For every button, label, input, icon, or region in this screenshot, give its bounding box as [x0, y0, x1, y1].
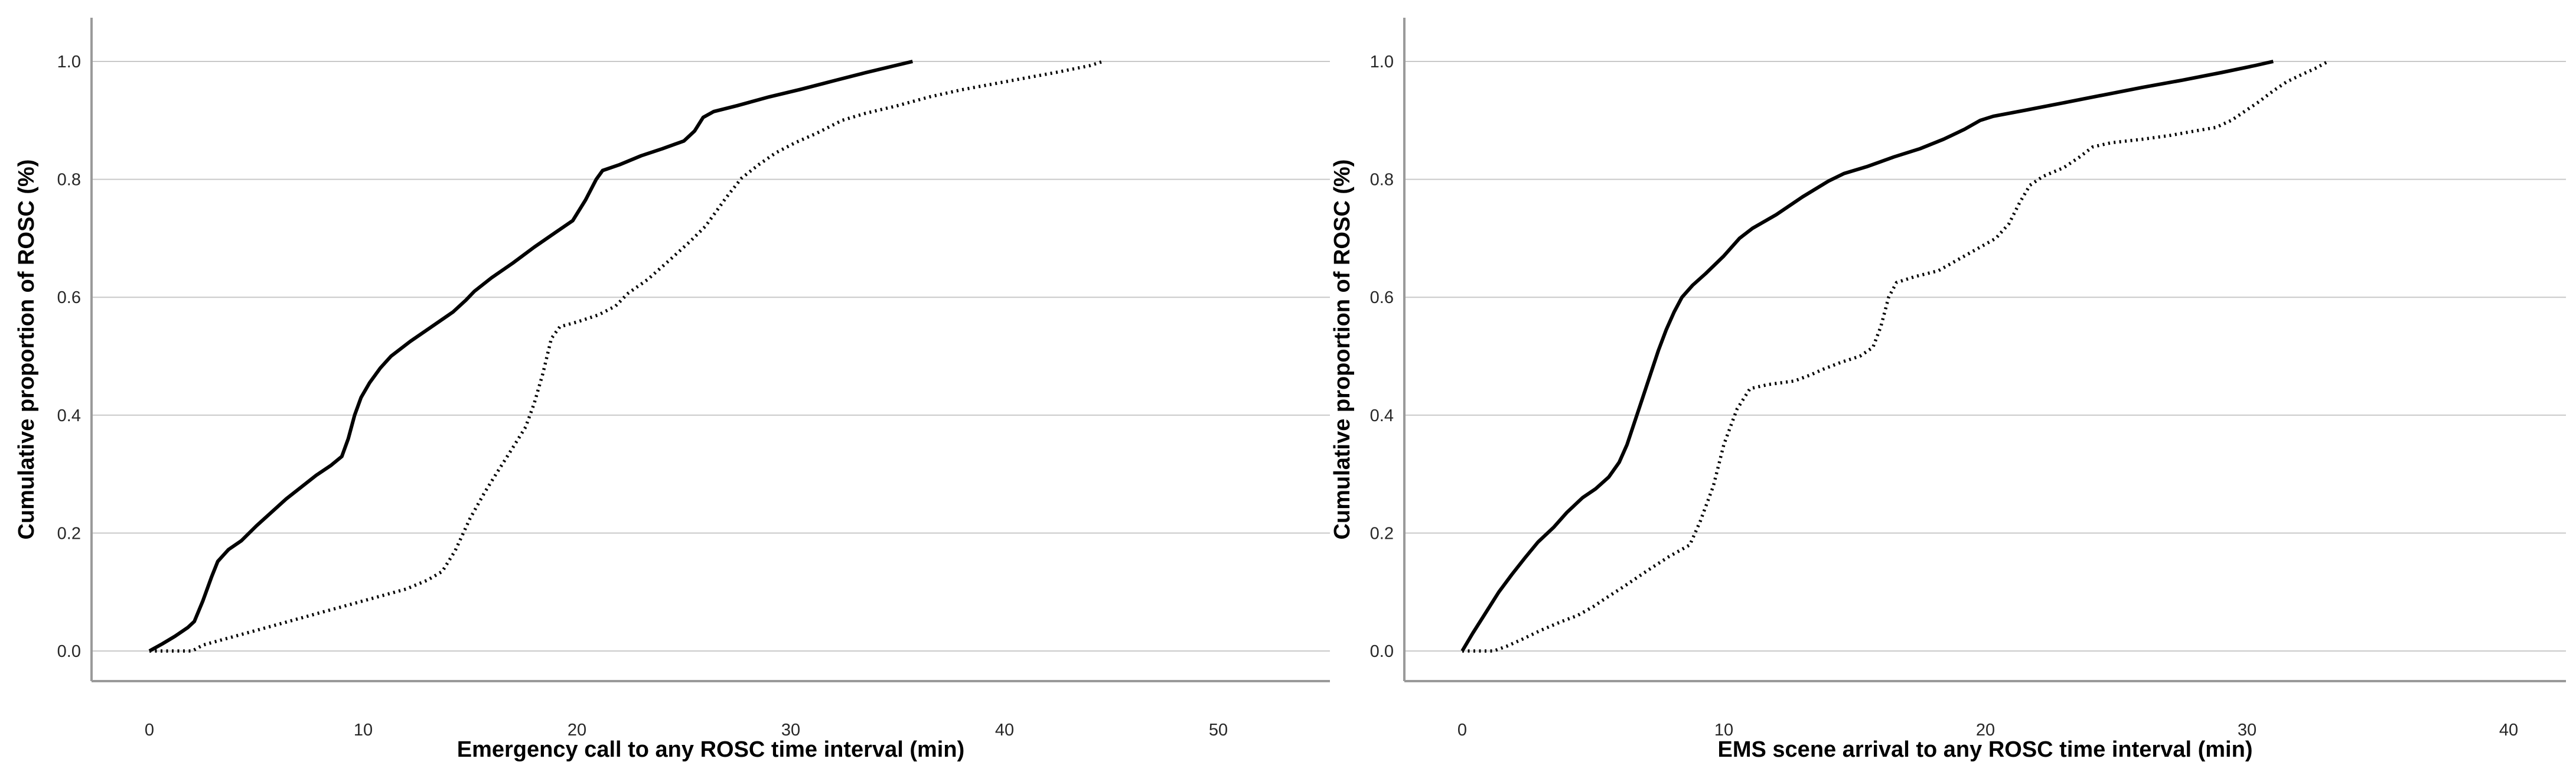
x-tick-label: 40	[2499, 721, 2518, 740]
x-tick-label: 0	[1457, 721, 1467, 740]
y-tick-label: 0.0	[57, 642, 81, 661]
x-tick-label: 30	[2238, 721, 2257, 740]
x-tick-label: 40	[995, 721, 1014, 740]
y-tick-label: 0.8	[1370, 171, 1394, 190]
x-tick-label: 30	[781, 721, 800, 740]
x-tick-label: 10	[1714, 721, 1733, 740]
y-tick-label: 0.4	[57, 406, 81, 425]
y-tick-label: 0.6	[1370, 288, 1394, 307]
dotted-series-line	[149, 60, 1104, 653]
chart-left-panel: 0.0 0.2 0.4 0.6 0.8 1.0 0 10 20 30 40 50 Emergency c…	[14, 18, 1330, 762]
x-tick-label: 50	[1209, 721, 1228, 740]
dotted-series-line	[1462, 60, 2329, 653]
chart-right-panel: 0.0 0.2 0.4 0.6 0.8 1.0 0 10 20 30 40 EMS scene arr…	[1330, 18, 2566, 762]
y-axis-title: Cumulative proportion of ROSC (%)	[14, 159, 39, 540]
y-axis-title: Cumulative proportion of ROSC (%)	[1330, 159, 1355, 540]
x-axis-title: Emergency call to any ROSC time interval…	[457, 737, 964, 762]
x-tick-label: 10	[354, 721, 373, 740]
solid-series-line	[148, 60, 913, 653]
y-tick-label: 0.4	[1370, 406, 1394, 425]
x-tick-label: 20	[568, 721, 586, 740]
x-tick-label: 20	[1976, 721, 1995, 740]
y-tick-label: 0.0	[1370, 642, 1394, 661]
y-tick-label: 0.2	[57, 524, 81, 543]
y-tick-label: 0.2	[1370, 524, 1394, 543]
y-tick-label: 1.0	[1370, 53, 1394, 71]
x-axis-title: EMS scene arrival to any ROSC time inter…	[1718, 737, 2253, 762]
y-tick-label: 0.8	[57, 171, 81, 190]
solid-series-line	[1460, 60, 2274, 652]
y-tick-label: 1.0	[57, 53, 81, 71]
y-tick-label: 0.6	[57, 288, 81, 307]
x-tick-label: 0	[145, 721, 154, 740]
